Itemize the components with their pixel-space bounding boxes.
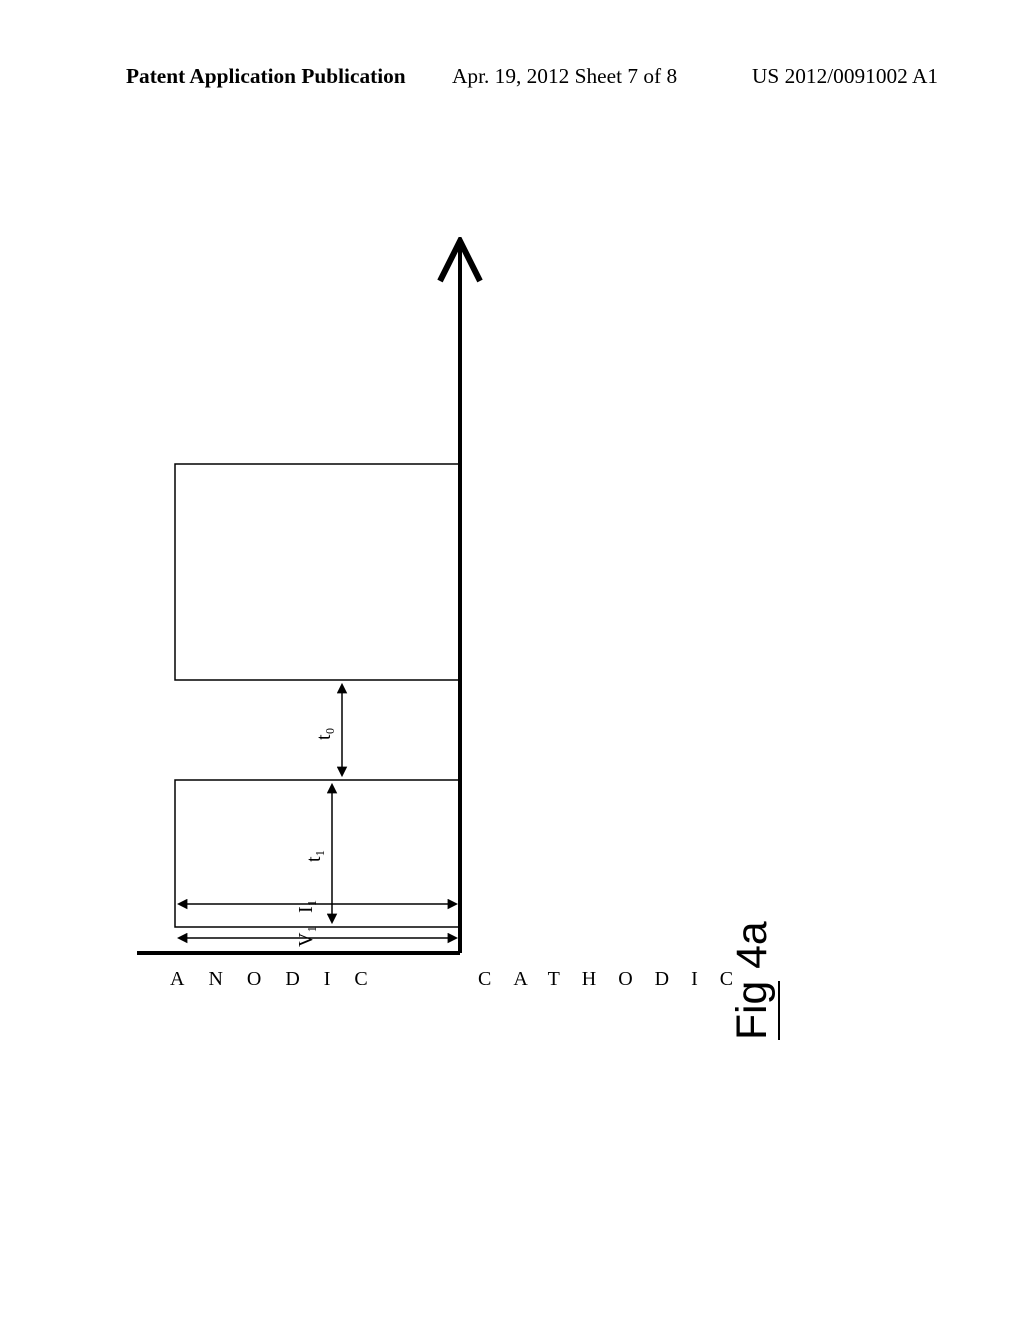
waveform-diagram: t₁ t₀ I₁ V₁ ANODIC CATHODIC	[0, 0, 1024, 1320]
t0-label: t₀	[313, 727, 335, 740]
v1-label: V₁	[295, 926, 317, 947]
cathodic-label: CATHODIC	[478, 968, 755, 990]
i1-label: I₁	[295, 899, 317, 913]
pulse-2	[175, 464, 460, 680]
anodic-label: ANODIC	[170, 968, 392, 990]
t1-label: t₁	[303, 849, 325, 862]
page: Patent Application Publication Apr. 19, …	[0, 0, 1024, 1320]
